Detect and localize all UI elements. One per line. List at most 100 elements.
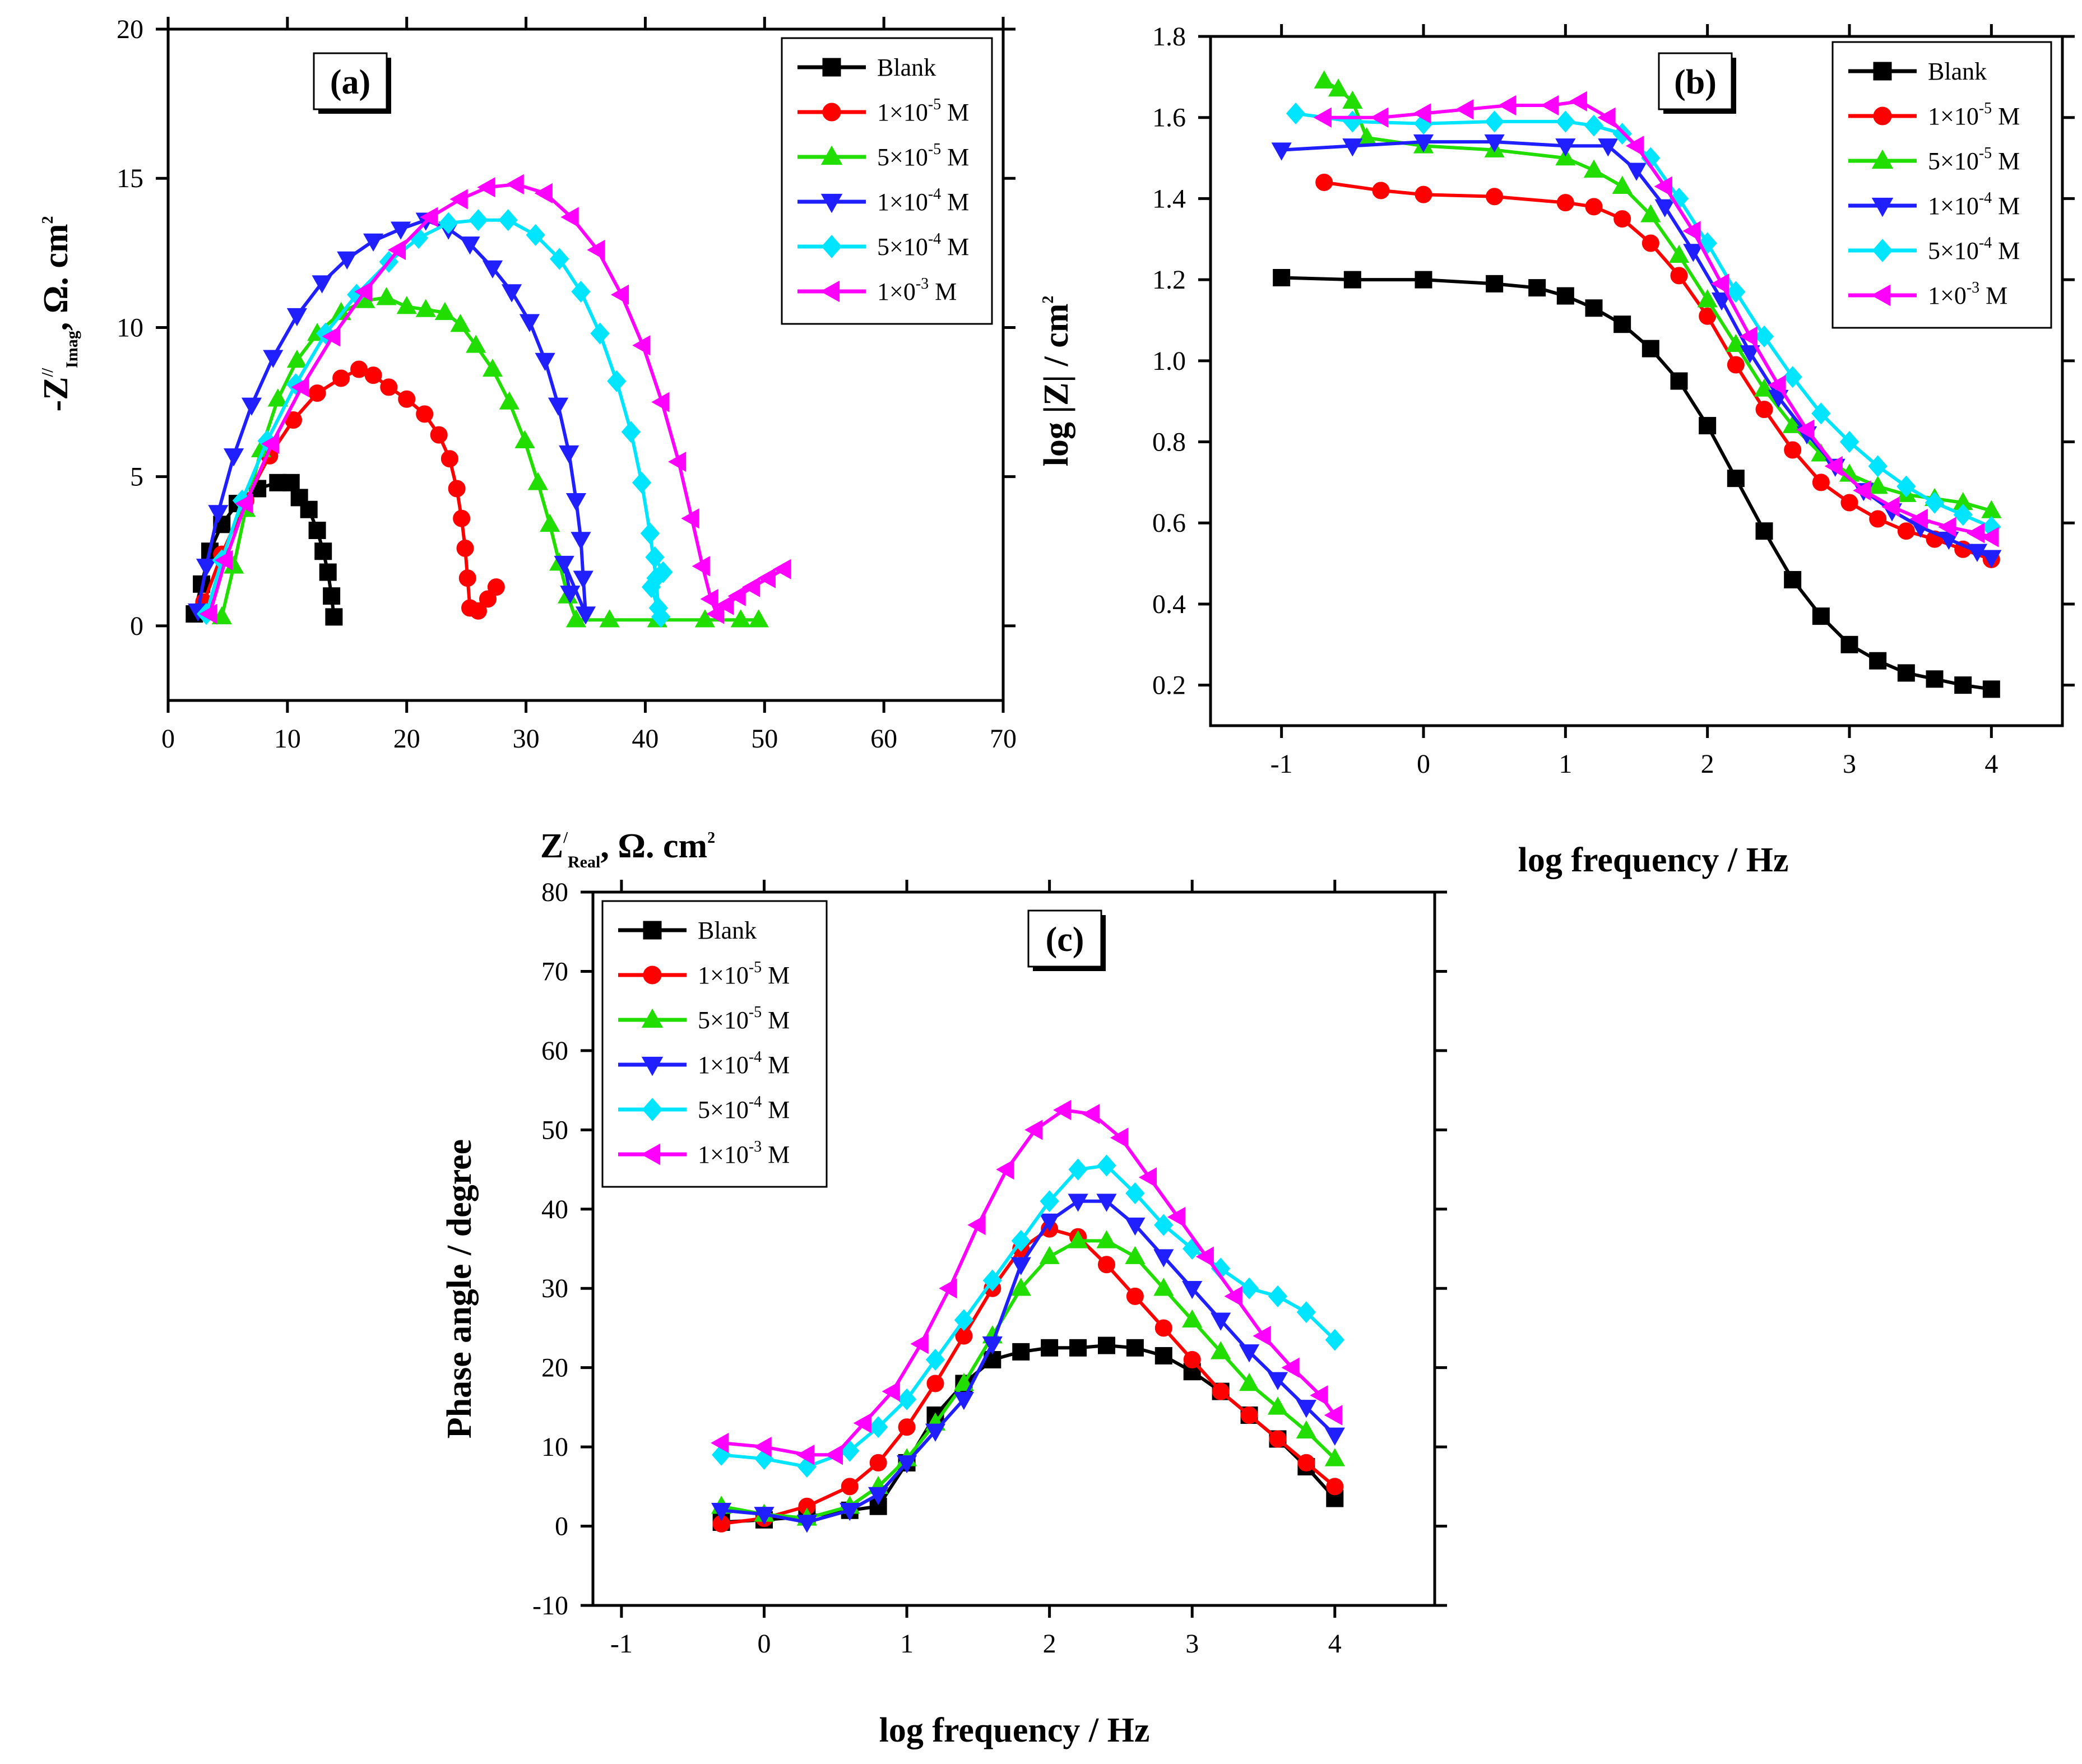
data-point (1068, 1158, 1088, 1181)
data-point (534, 183, 553, 203)
data-point (469, 209, 488, 231)
data-point (1612, 175, 1633, 194)
series-1e-3 (1313, 91, 1999, 547)
legend-label: Blank (877, 54, 936, 81)
y-tick-label: 1.6 (1152, 103, 1186, 133)
data-point (1982, 680, 2000, 698)
data-point (1556, 287, 1574, 305)
legend-label: 5×10-5 M (698, 1004, 790, 1034)
data-point (1125, 1182, 1145, 1204)
data-point (1981, 550, 2002, 568)
data-point (1211, 1341, 1231, 1359)
x-tick-label: 4 (1328, 1629, 1342, 1659)
y-tick-label: 0 (555, 1512, 568, 1542)
x-tick-label: -1 (610, 1629, 633, 1659)
data-point (1097, 1154, 1116, 1177)
data-point (1195, 1246, 1214, 1267)
data-point (312, 275, 332, 294)
y-tick-label: 15 (117, 164, 143, 193)
data-point (208, 505, 229, 523)
data-point (1754, 325, 1774, 347)
data-point (1273, 269, 1291, 286)
data-point (910, 1334, 929, 1354)
data-point (1966, 523, 1985, 544)
data-point (1938, 517, 1956, 537)
data-point (1224, 1286, 1242, 1307)
data-point (1154, 1319, 1172, 1337)
data-point (1182, 1309, 1203, 1328)
data-point (939, 1278, 957, 1299)
data-point (853, 1413, 871, 1433)
data-point (506, 174, 524, 194)
y-tick-label: 1.2 (1152, 265, 1186, 295)
data-point (1967, 544, 1988, 562)
legend-marker (1871, 149, 1894, 169)
x-tick-label: 10 (274, 724, 301, 754)
data-point (1154, 1214, 1174, 1236)
data-point (498, 209, 518, 231)
data-point (711, 1503, 732, 1521)
data-point (796, 1515, 817, 1533)
data-point (199, 604, 217, 624)
data-point (1726, 281, 1746, 303)
data-point (599, 609, 620, 628)
data-point (640, 522, 660, 545)
data-point (1068, 1230, 1088, 1248)
data-point (1239, 1277, 1259, 1299)
panel-tag: (c) (1027, 909, 1106, 971)
data-point (1897, 664, 1915, 682)
data-point (1569, 91, 1587, 112)
legend-box (781, 37, 993, 325)
data-point (1654, 176, 1672, 197)
data-point (1953, 504, 1973, 526)
legend-label: 1×10-5 M (1928, 100, 2020, 130)
data-point (754, 1507, 775, 1525)
data-point (996, 1159, 1014, 1180)
data-point (1326, 1478, 1344, 1496)
data-point (1125, 1217, 1146, 1236)
panel-tag-box (1027, 909, 1102, 968)
data-point (1297, 1454, 1315, 1471)
legend-marker (643, 965, 662, 985)
data-point (1598, 138, 1619, 157)
data-point (1455, 99, 1474, 120)
data-point (1372, 182, 1390, 199)
data-point (1138, 1167, 1157, 1188)
data-point (590, 322, 610, 345)
data-point (448, 480, 466, 498)
y-tick-label: 60 (541, 1036, 568, 1066)
data-point (610, 284, 629, 305)
series-line (721, 1344, 1337, 1524)
y-tick-label: 0.2 (1152, 671, 1186, 700)
data-point (1683, 244, 1704, 262)
data-point (1839, 431, 1860, 453)
data-point (560, 207, 579, 228)
data-point (1486, 275, 1504, 293)
panel-tag: (a) (313, 52, 391, 114)
panel-tag-label: (c) (1046, 921, 1084, 959)
data-point (1796, 419, 1815, 440)
data-point (982, 1269, 1002, 1292)
data-point (1342, 90, 1363, 109)
data-point (1585, 198, 1603, 216)
legend-label: 5×10-4 M (1928, 234, 2020, 264)
y-tick-label: 0.8 (1152, 428, 1186, 457)
y-tick-label: 1.4 (1152, 184, 1186, 213)
data-point (430, 426, 448, 444)
data-point (1310, 1385, 1328, 1406)
data-point (1784, 571, 1802, 589)
y-tick-label: 10 (541, 1432, 568, 1462)
data-point (548, 397, 569, 416)
data-point (1556, 194, 1574, 212)
data-point (1840, 494, 1858, 512)
series-line (202, 367, 498, 613)
data-point (1853, 480, 1871, 501)
data-point (1654, 199, 1675, 217)
legend-marker (1873, 106, 1892, 126)
data-point (1925, 491, 1945, 514)
series-5e-5 (211, 287, 769, 628)
legend-marker (821, 235, 842, 258)
data-point (1642, 234, 1659, 252)
data-point (1153, 1278, 1174, 1296)
